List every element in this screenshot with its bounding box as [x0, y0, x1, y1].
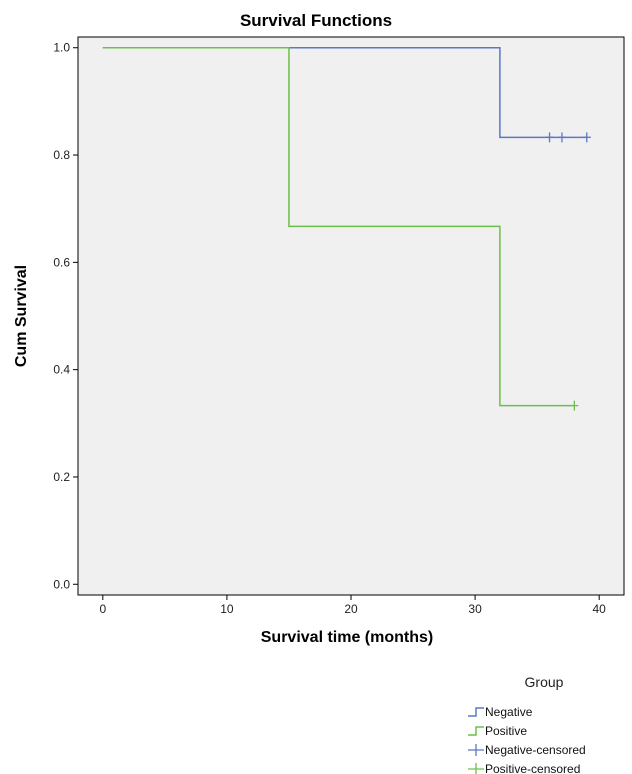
censor-marks [545, 132, 591, 411]
censor-mark-positive [570, 400, 579, 411]
legend-swatch-cross [468, 763, 484, 774]
legend-label: Negative-censored [485, 743, 586, 757]
x-tick-label: 0 [99, 602, 106, 616]
x-axis-label: Survival time (months) [261, 629, 433, 646]
censor-mark-negative [545, 132, 554, 143]
series-lines [102, 46, 587, 407]
censor-mark-negative [582, 132, 591, 143]
legend-label: Negative [485, 705, 533, 719]
x-tick-label: 10 [220, 602, 234, 616]
legend-item: Negative-censored [468, 743, 586, 757]
series-line-positive [102, 46, 575, 407]
y-tick-label: 1.0 [53, 41, 70, 55]
legend-item: Positive-censored [468, 762, 580, 774]
legend-title: Group [525, 674, 564, 690]
chart-title: Survival Functions [240, 11, 392, 30]
legend-swatch-step [468, 726, 484, 736]
y-tick-label: 0.2 [53, 470, 70, 484]
y-tick-label: 0.0 [53, 577, 70, 591]
y-tick-label: 0.6 [53, 255, 70, 269]
legend-label: Positive [485, 724, 527, 738]
legend-item: Positive [468, 724, 527, 738]
y-tick-label: 0.4 [53, 363, 70, 377]
y-axis: 0.0 0.2 0.4 0.6 0.8 1.0 [53, 41, 78, 591]
legend-label: Positive-censored [485, 762, 580, 774]
y-tick-label: 0.8 [53, 148, 70, 162]
plot-area [77, 36, 625, 596]
series-line-negative [102, 46, 587, 139]
censor-mark-negative [557, 132, 566, 143]
x-axis: 0 10 20 30 40 [99, 595, 606, 616]
x-tick-label: 40 [593, 602, 607, 616]
legend-item: Negative [468, 705, 533, 719]
legend-swatch-cross [468, 744, 484, 756]
x-tick-label: 30 [468, 602, 482, 616]
legend: Negative Positive Negative-censored Positiv… [468, 705, 586, 774]
x-tick-label: 20 [344, 602, 358, 616]
legend-swatch-step [468, 707, 484, 717]
y-axis-label: Cum Survival [13, 265, 30, 367]
